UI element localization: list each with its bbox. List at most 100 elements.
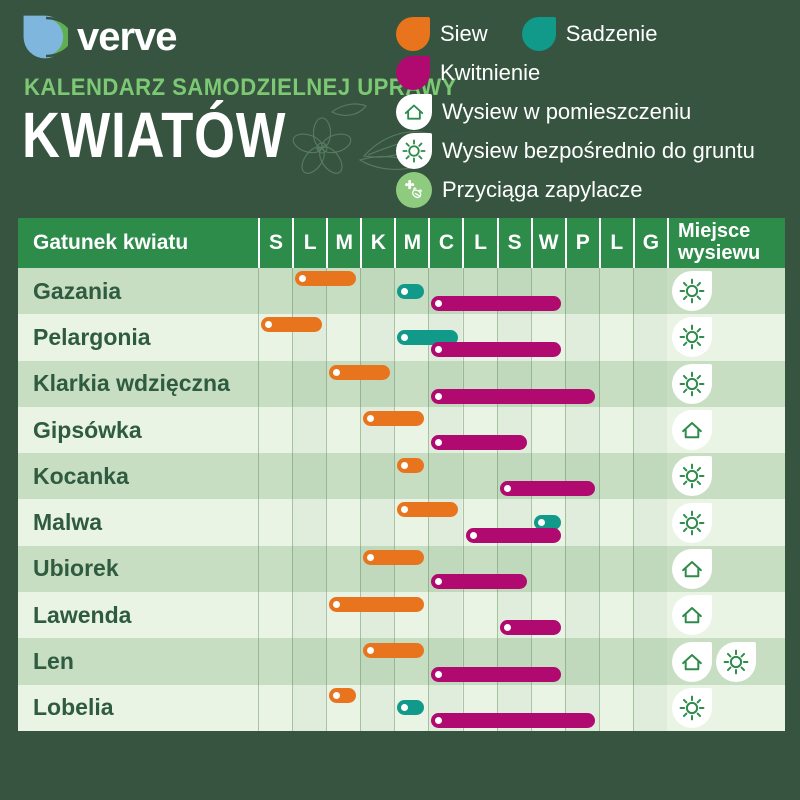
month-grid-cell xyxy=(530,499,565,546)
legend-item-pollinators: Przyciąga zapylacze xyxy=(396,172,755,208)
month-grid-cell xyxy=(632,406,667,454)
month-grid-cell xyxy=(530,453,565,500)
bar-start-dot xyxy=(401,506,409,514)
table-row: Lawenda xyxy=(18,592,785,639)
month-grid-cell xyxy=(530,684,565,731)
month-grid-cell xyxy=(258,592,292,639)
bar-start-dot xyxy=(435,439,443,447)
sadzenie-bar xyxy=(533,515,561,531)
month-grid-cell xyxy=(394,360,428,407)
month-grid-cell xyxy=(632,314,667,361)
place-cell xyxy=(667,685,785,731)
house-icon xyxy=(672,641,712,682)
siew-bar xyxy=(363,550,425,566)
month-grid-cell xyxy=(598,684,633,731)
bar-start-dot xyxy=(367,415,375,423)
sadzenie-swatch-icon xyxy=(521,17,556,51)
month-grid-cell xyxy=(326,268,360,315)
month-grid-cell xyxy=(598,545,633,593)
bar-start-dot xyxy=(435,670,443,678)
month-grid-cell xyxy=(530,406,565,454)
month-grid-cell xyxy=(428,592,463,639)
months-grid xyxy=(258,684,667,731)
calendar-subtitle: KALENDARZ SAMODZIELNEJ UPRAWY xyxy=(24,74,457,101)
month-grid-cell xyxy=(598,406,633,454)
month-grid-cell xyxy=(632,453,667,500)
bar-start-dot xyxy=(469,531,477,539)
month-grid-cell xyxy=(258,360,292,407)
species-name: Ubiorek xyxy=(33,555,119,582)
month-grid-cell xyxy=(462,406,497,454)
month-grid-cell xyxy=(258,406,292,454)
month-grid-cell xyxy=(564,268,599,315)
siew-bar xyxy=(329,365,391,381)
table-row: Ubiorek xyxy=(18,545,785,593)
page-title: KWIATÓW xyxy=(22,99,287,171)
siew-bar xyxy=(261,317,323,333)
month-grid-cell xyxy=(462,684,497,731)
place-cell xyxy=(667,546,785,592)
bar-start-dot xyxy=(435,346,443,354)
month-grid-cell xyxy=(530,360,565,407)
place-header-line1: Miejsce xyxy=(678,220,751,243)
month-grid-cell xyxy=(632,268,667,315)
kwitnienie-bar xyxy=(465,527,561,543)
sadzenie-bar xyxy=(397,329,459,345)
month-grid-cell xyxy=(632,684,667,731)
house-icon xyxy=(672,548,712,589)
month-grid-cell xyxy=(394,545,428,593)
month-grid-cell xyxy=(326,499,360,546)
species-name: Gipsówka xyxy=(33,416,142,443)
month-grid-cell xyxy=(292,592,327,639)
month-grid-cell xyxy=(394,684,428,731)
kwitnienie-bar xyxy=(431,573,527,589)
sun-icon xyxy=(672,687,712,728)
species-name: Pelargonia xyxy=(33,323,151,350)
legend-label-siew: Siew xyxy=(440,21,488,46)
month-grid-cell xyxy=(326,638,360,685)
month-grid-cell xyxy=(530,638,565,685)
month-grid-cell xyxy=(564,592,599,639)
place-header-line2: wysiewu xyxy=(678,242,761,264)
species-column-header: Gatunek kwiatu xyxy=(33,231,189,254)
bar-start-dot xyxy=(401,461,409,469)
legend-item-sadzenie: Sadzenie xyxy=(521,16,657,52)
calendar-body: Gazania Pelargonia Klarkia wdzięczna Gip… xyxy=(18,268,785,731)
sun-icon xyxy=(396,133,432,169)
table-row: Len xyxy=(18,638,785,685)
table-row: Kocanka xyxy=(18,453,785,500)
kwitnienie-bar xyxy=(431,388,595,404)
species-name: Len xyxy=(33,648,74,675)
sun-icon xyxy=(672,363,712,404)
month-header-cell: K xyxy=(360,218,394,268)
pollinator-icon xyxy=(396,172,432,208)
month-grid-cell xyxy=(462,499,497,546)
bar-start-dot xyxy=(503,624,511,632)
month-grid-cell xyxy=(598,638,633,685)
month-grid-cell xyxy=(326,406,360,454)
month-grid-cell xyxy=(258,453,292,500)
legend-label-kwitnienie: Kwitnienie xyxy=(440,60,541,85)
sadzenie-bar xyxy=(397,283,425,299)
bar-start-dot xyxy=(435,577,443,585)
month-grid-cell xyxy=(632,638,667,685)
month-grid-cell xyxy=(394,638,428,685)
month-grid-cell xyxy=(360,684,395,731)
month-grid-cell xyxy=(326,684,360,731)
month-grid-cell xyxy=(292,545,327,593)
bar-start-dot xyxy=(333,600,341,608)
month-grid-cell xyxy=(360,268,395,315)
verve-logo: verve xyxy=(22,14,178,60)
months-grid xyxy=(258,453,667,500)
month-grid-cell xyxy=(598,268,633,315)
table-row: Klarkia wdzięczna xyxy=(18,360,785,407)
kwitnienie-bar xyxy=(431,666,561,682)
month-grid-cell xyxy=(292,453,327,500)
months-grid xyxy=(258,314,667,361)
month-grid-cell xyxy=(428,453,463,500)
month-grid-cell xyxy=(292,499,327,546)
